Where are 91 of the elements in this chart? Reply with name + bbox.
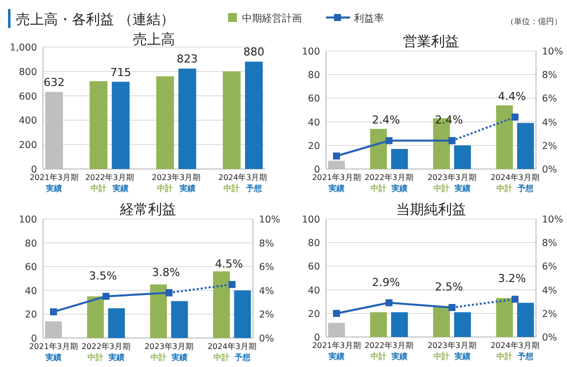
y2-tick-label: 10% [542, 214, 564, 226]
y2-tick-label: 2% [542, 308, 558, 320]
y2-tick-label: 8% [259, 238, 274, 250]
y-tick-label: 80 [308, 238, 320, 250]
y-tick-label: 100 [302, 214, 320, 226]
data-label: 3.5% [89, 269, 117, 282]
annotation: 実績 [178, 183, 196, 193]
data-label: 2.4% [435, 114, 463, 127]
data-label: 3.2% [498, 272, 526, 286]
legend-label: 中期経営計画 [242, 12, 302, 24]
y2-tick-label: 0% [259, 334, 274, 344]
y-tick-label: 40 [308, 285, 320, 296]
y2-tick-label: 0% [542, 164, 558, 176]
y-tick-label: 800 [18, 66, 37, 78]
y-tick-label: 0 [30, 334, 37, 344]
y-tick-label: 80 [24, 238, 37, 250]
y-tick-label: 200 [18, 140, 37, 152]
y2-tick-label: 10% [259, 214, 280, 226]
annotation: 実績 [328, 351, 344, 361]
y2-tick-label: 4% [542, 285, 558, 296]
y-tick-label: 20 [24, 310, 37, 321]
data-label: 632 [44, 76, 65, 89]
chart-title: 売上高 [133, 32, 175, 48]
annotation: 実績 [44, 352, 62, 362]
chart-title: 経常利益 [119, 202, 176, 218]
annotation: 実績 [454, 351, 470, 361]
y-tick-label: 60 [24, 262, 37, 274]
y-tick-label: 0 [314, 332, 320, 344]
annotation: 中計 [496, 184, 512, 193]
data-label: 4.5% [215, 257, 243, 270]
annotation: 実績 [45, 183, 62, 193]
annotation: 実績 [390, 183, 408, 193]
annotation: 予想 [244, 184, 263, 193]
y2-tick-label: 4% [259, 286, 274, 297]
y-tick-label: 40 [308, 117, 320, 128]
y-tick-label: 60 [308, 94, 320, 105]
annotation: 予想 [516, 184, 534, 193]
y-tick-label: 0 [30, 164, 37, 176]
annotation: 実績 [108, 352, 124, 362]
y2-tick-label: 2% [259, 310, 274, 321]
legend-label: 利益率 [354, 12, 384, 24]
annotation: 予想 [234, 353, 252, 362]
data-label: 823 [176, 52, 198, 66]
y-tick-label: 100 [18, 214, 37, 226]
annotation: 実績 [170, 352, 188, 362]
annotation: 中計 [370, 184, 386, 193]
y-tick-label: 20 [308, 308, 320, 320]
annotation: 実績 [112, 183, 129, 193]
y2-tick-label: 0% [542, 332, 558, 344]
annotation: 中計 [90, 184, 106, 193]
chart-title: 営業利益 [403, 34, 459, 50]
y2-tick-label: 2% [542, 140, 558, 152]
text: 売上高・各利益 （連結） [16, 12, 174, 28]
y-tick-label: 60 [308, 262, 320, 273]
annotation: 実績 [390, 351, 408, 361]
annotation: 中計 [434, 352, 450, 361]
y-tick-label: 100 [302, 46, 320, 58]
data-label: 2.9% [372, 276, 400, 289]
annotation: 中計 [214, 353, 230, 362]
y-tick-label: 600 [18, 91, 37, 102]
annotation: 予想 [516, 352, 534, 361]
data-label: 715 [110, 66, 132, 79]
annotation: 中計 [88, 353, 104, 362]
y2-tick-label: 4% [542, 117, 558, 128]
annotation: 中計 [157, 184, 174, 193]
y-tick-label: 1,000 [10, 42, 37, 54]
annotation: 中計 [434, 184, 450, 193]
y-tick-label: 400 [18, 116, 37, 127]
data-label: 3.8% [152, 266, 180, 279]
y2-tick-label: 6% [542, 262, 558, 273]
y2-tick-label: 6% [542, 94, 558, 105]
data-label: 2.5% [435, 280, 463, 294]
text: （単位：億円） [506, 17, 562, 26]
data-label: 2.4% [372, 114, 400, 127]
y-tick-label: 80 [308, 70, 320, 82]
y-tick-label: 20 [308, 140, 320, 152]
data-label: 880 [243, 46, 264, 59]
y2-tick-label: 8% [542, 238, 558, 250]
chart-title: 当期純利益 [396, 202, 466, 218]
data-label: 4.4% [498, 90, 526, 104]
y2-tick-label: 8% [542, 70, 558, 82]
y-tick-label: 40 [24, 286, 37, 297]
y2-tick-label: 10% [542, 46, 564, 58]
annotation: 中計 [370, 352, 386, 361]
annotation: 中計 [224, 184, 240, 193]
annotation: 実績 [454, 183, 470, 193]
annotation: 中計 [496, 352, 512, 361]
y-tick-label: 0 [314, 164, 320, 176]
annotation: 実績 [328, 183, 344, 193]
annotation: 中計 [150, 353, 166, 362]
y2-tick-label: 6% [259, 262, 274, 274]
